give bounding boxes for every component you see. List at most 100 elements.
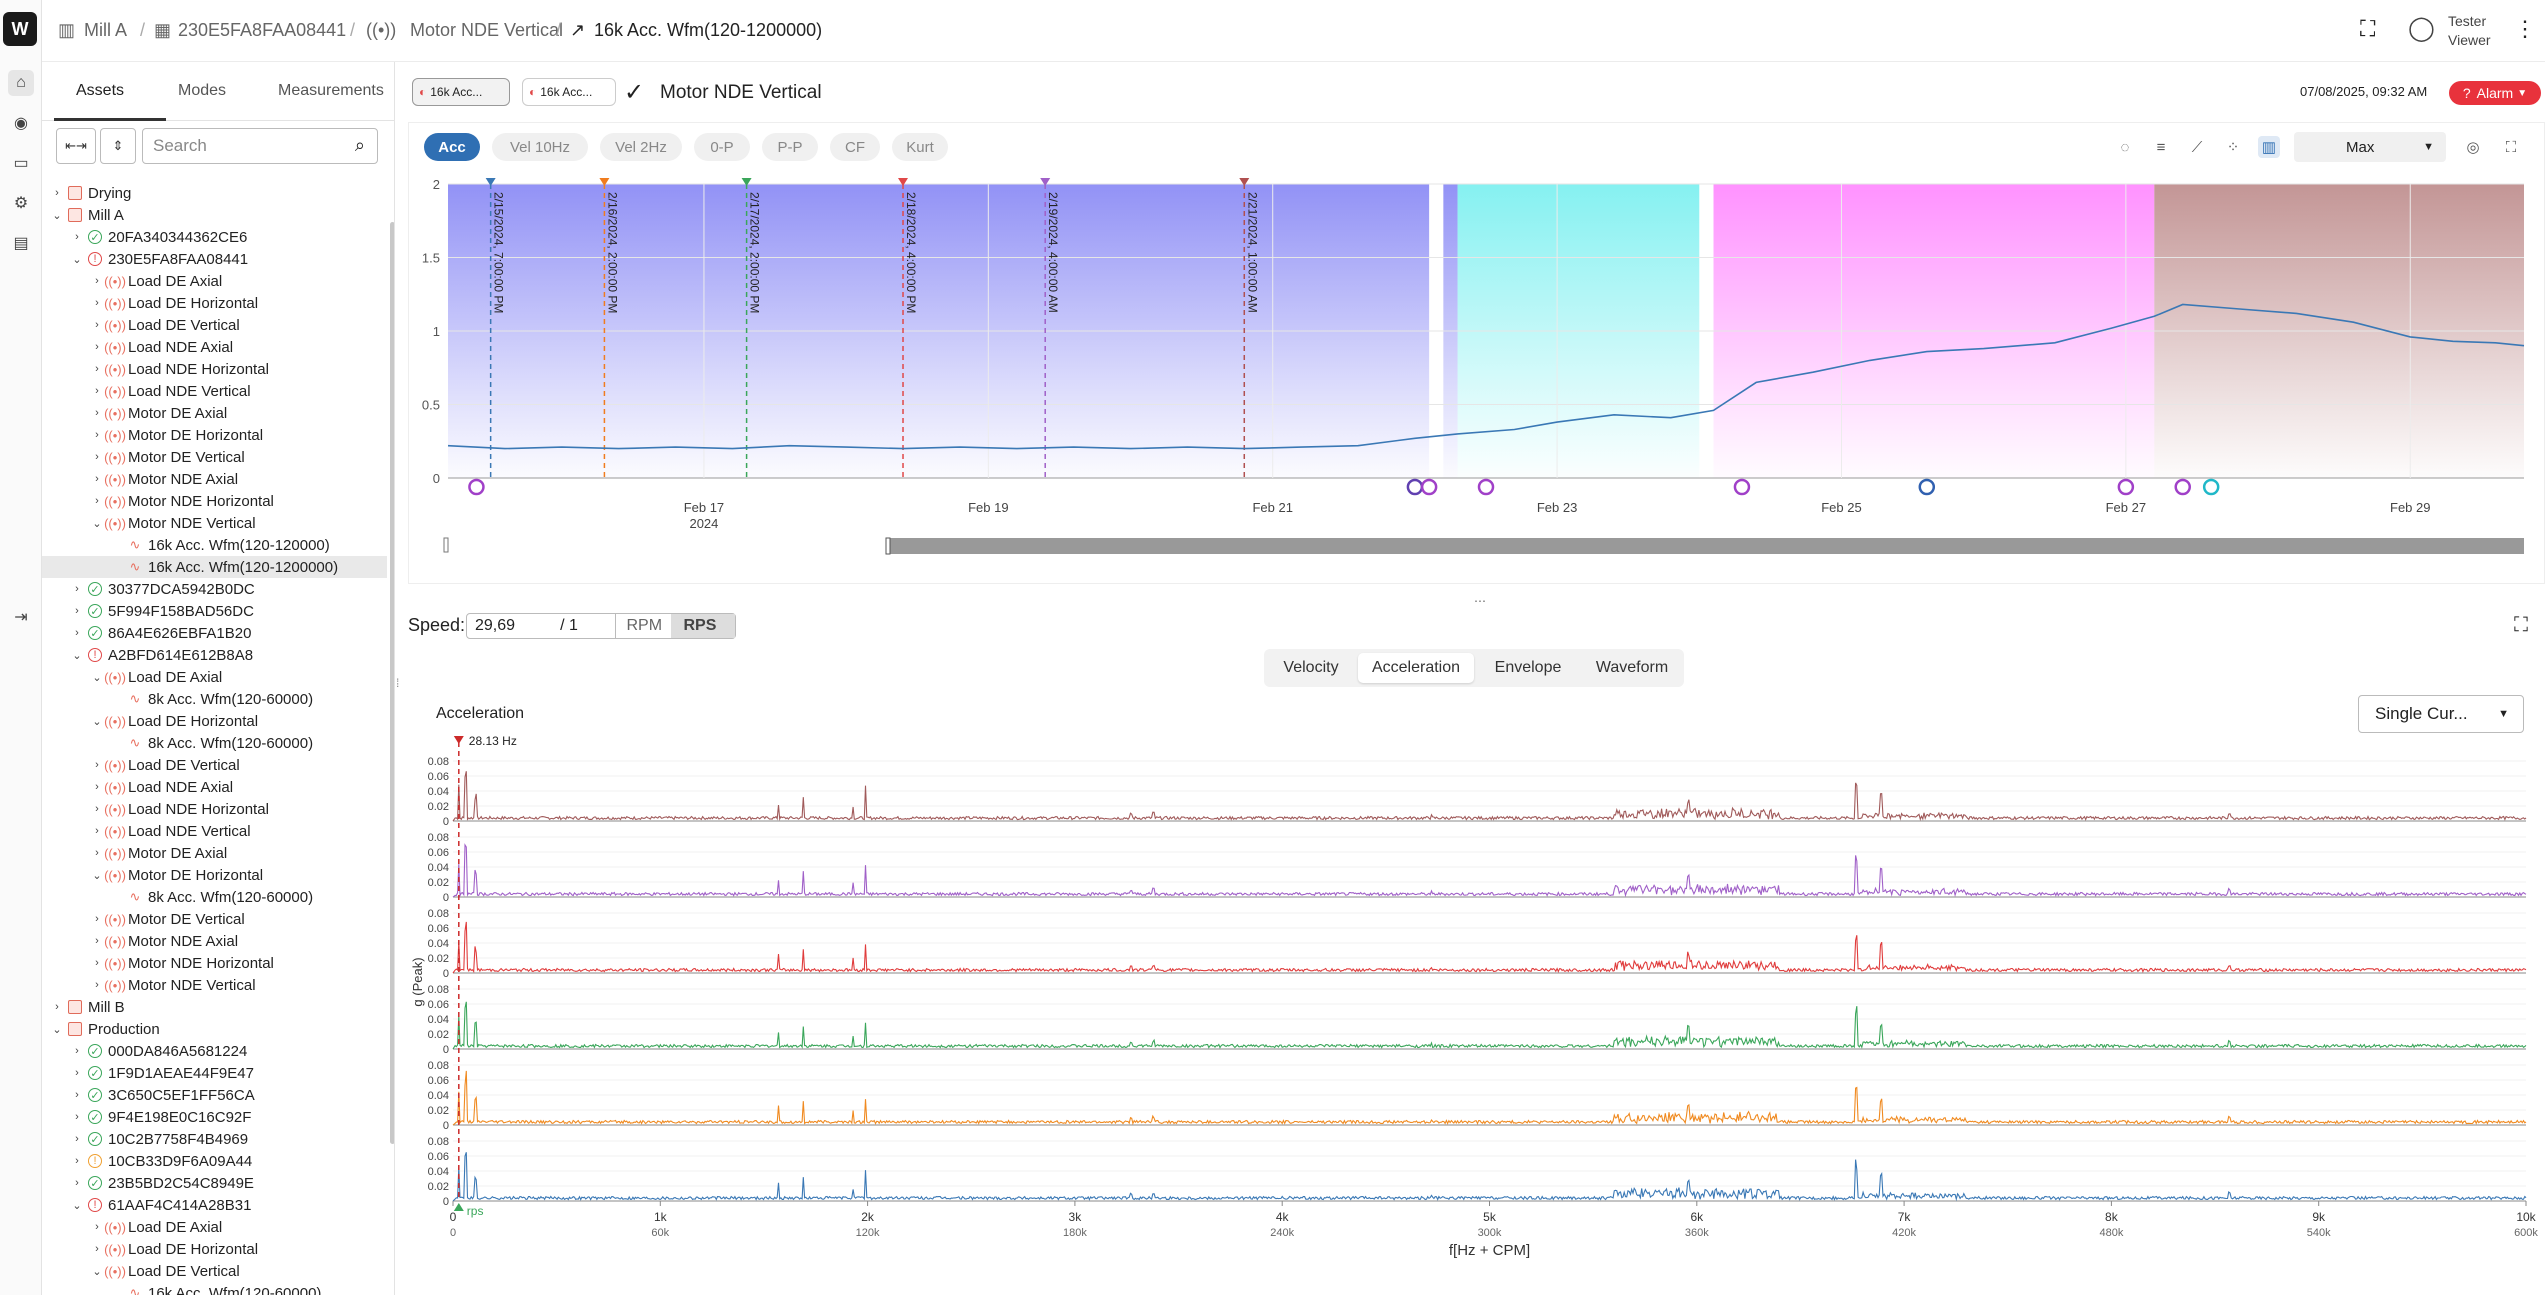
tab-modes[interactable]: Modes [178,82,227,99]
stat-select[interactable]: Max ▼ [2294,132,2446,162]
metric-pill[interactable]: 0-P [694,133,750,161]
tree-item[interactable]: › ((•)) Motor DE Horizontal [42,424,387,446]
gear-icon[interactable]: ⚙ [13,195,29,212]
splitter-handle-icon[interactable]: ⋯ [1474,594,1486,608]
tree-item[interactable]: › ((•)) Motor DE Vertical [42,908,387,930]
chevron-right-icon[interactable]: › [75,1089,79,1101]
unit-rps[interactable]: RPS [671,614,735,638]
sidebar-scrollbar[interactable] [390,222,394,1144]
chevron-right-icon[interactable]: › [95,759,99,771]
tree-item[interactable]: ›! 10CB33D9F6A09A44 [42,1150,387,1172]
chevron-down-icon[interactable]: ⌄ [52,1023,62,1036]
comment-icon[interactable]: ◌ [2120,138,2130,156]
tree-item[interactable]: › ((•)) Load NDE Vertical [42,820,387,842]
expand-all-button[interactable]: ⇕ [100,128,136,164]
chevron-right-icon[interactable]: › [75,1177,79,1189]
breadcrumb-item[interactable]: 230E5FA8FAA08441 [178,20,347,40]
breadcrumb-item[interactable]: Motor NDE Vertical [410,20,564,40]
folder-icon[interactable]: ▭ [13,155,29,172]
tree-item[interactable]: › ✓ 20FA340344362CE6 [42,226,387,248]
expand-sidebar-icon[interactable]: ⇥ [14,609,28,626]
tab-measurements[interactable]: Measurements [278,82,384,99]
tree-item[interactable]: › ((•)) Load NDE Horizontal [42,358,387,380]
cursor-select[interactable]: Single Cur... ▼ [2358,695,2524,733]
tree-item[interactable]: › Drying [42,182,387,204]
chevron-right-icon[interactable]: › [95,385,99,397]
chevron-right-icon[interactable]: › [95,781,99,793]
search-icon[interactable]: ⌕ [354,135,365,155]
chevron-right-icon[interactable]: › [95,913,99,925]
tree-item[interactable]: ⌄ ((•)) Motor NDE Vertical [42,512,387,534]
speed-input[interactable]: 29,69 / 1 RPM RPS [466,613,736,639]
tree-item[interactable]: › ((•)) Motor DE Axial [42,402,387,424]
chevron-down-icon[interactable]: ⌄ [72,1199,82,1212]
chevron-right-icon[interactable]: › [75,605,79,617]
tab-assets[interactable]: Assets [76,82,125,99]
tree-item[interactable]: ⌄! A2BFD614E612B8A8 [42,644,387,666]
tree-item[interactable]: ⌄! 61AAF4C414A28B31 [42,1194,387,1216]
chevron-right-icon[interactable]: › [75,1133,79,1145]
chat-icon[interactable]: ▤ [13,235,29,252]
chevron-right-icon[interactable]: › [95,275,99,287]
search-input[interactable]: Search ⌕ [142,128,378,164]
tree-item[interactable]: › ✓ 86A4E626EBFA1B20 [42,622,387,644]
collapse-all-button[interactable]: ⇤⇥ [56,128,96,164]
tab-velocity[interactable]: Velocity [1283,659,1339,676]
tree-item[interactable]: ⌄! 230E5FA8FAA08441 [42,248,387,270]
tree-item[interactable]: ⌄ ((•)) Load DE Vertical [42,1260,387,1282]
tree-item[interactable]: ⌄ ((•)) Motor DE Horizontal [42,864,387,886]
chevron-down-icon[interactable]: ⌄ [92,715,102,728]
metric-pill[interactable]: Kurt [892,133,948,161]
tree-item[interactable]: › ✓ 9F4E198E0C16C92F [42,1106,387,1128]
chevron-down-icon[interactable]: ⌄ [72,649,82,662]
metric-pill[interactable]: CF [830,133,880,161]
metric-pill[interactable]: Vel 2Hz [600,133,682,161]
camera-360-icon[interactable]: ◎ [2466,139,2480,156]
chevron-right-icon[interactable]: › [95,495,99,507]
tree-item[interactable]: ∿ 8k Acc. Wfm(120-60000) [42,886,387,908]
tree-item[interactable]: › ((•)) Motor NDE Horizontal [42,952,387,974]
tab-waveform[interactable]: Waveform [1595,659,1669,676]
user-info[interactable]: Tester Viewer [2448,12,2491,50]
chevron-right-icon[interactable]: › [95,473,99,485]
tree-item[interactable]: ∿ 16k Acc. Wfm(120-60000) [42,1282,387,1295]
filter-icon[interactable]: ≡ [2156,138,2166,156]
chevron-right-icon[interactable]: › [95,363,99,375]
chevron-right-icon[interactable]: › [95,935,99,947]
chevron-right-icon[interactable]: › [75,1045,79,1057]
tree-item[interactable]: › ((•)) Load DE Horizontal [42,292,387,314]
tree-item[interactable]: › ((•)) Load DE Vertical [42,754,387,776]
chevron-right-icon[interactable]: › [95,451,99,463]
tree-item[interactable]: › ((•)) Motor DE Vertical [42,446,387,468]
unit-rpm[interactable]: RPM [615,614,671,638]
home-icon[interactable]: ⌂ [8,70,34,96]
speed-value[interactable]: 29,69 [475,617,516,634]
chevron-right-icon[interactable]: › [75,1111,79,1123]
chevron-right-icon[interactable]: › [95,341,99,353]
user-avatar-icon[interactable]: ◯ [2408,15,2435,42]
tree-item[interactable]: › ✓ 000DA846A5681224 [42,1040,387,1062]
speed-divisor[interactable]: / 1 [560,617,578,634]
scatter-icon[interactable]: ⁘ [2226,139,2240,156]
chevron-right-icon[interactable]: › [75,1155,79,1167]
chevron-right-icon[interactable]: › [95,1243,99,1255]
chevron-right-icon[interactable]: › [95,319,99,331]
tree-item[interactable]: ⌄ Production [42,1018,387,1040]
tree-item[interactable]: › ✓ 10C2B7758F4B4969 [42,1128,387,1150]
chevron-down-icon[interactable]: ⌄ [92,1265,102,1278]
tree-item[interactable]: › ((•)) Motor NDE Axial [42,468,387,490]
tree-item[interactable]: › Mill B [42,996,387,1018]
chevron-down-icon[interactable]: ⌄ [92,517,102,530]
columns-icon[interactable]: ▥ [2258,136,2280,158]
chevron-right-icon[interactable]: › [95,825,99,837]
fit-screen-icon[interactable]: ⛶ [2514,614,2528,636]
chevron-right-icon[interactable]: › [95,957,99,969]
chevron-right-icon[interactable]: › [95,847,99,859]
tree-item[interactable]: › ((•)) Load NDE Axial [42,336,387,358]
splitter-vertical-icon[interactable]: ⁞ [396,676,400,690]
chevron-right-icon[interactable]: › [95,979,99,991]
chevron-down-icon[interactable]: ⌄ [52,209,62,222]
tab-acceleration[interactable]: Acceleration [1371,659,1461,676]
tree-item[interactable]: ∿ 16k Acc. Wfm(120-1200000) [42,556,387,578]
metric-pill[interactable]: Acc [424,133,480,161]
